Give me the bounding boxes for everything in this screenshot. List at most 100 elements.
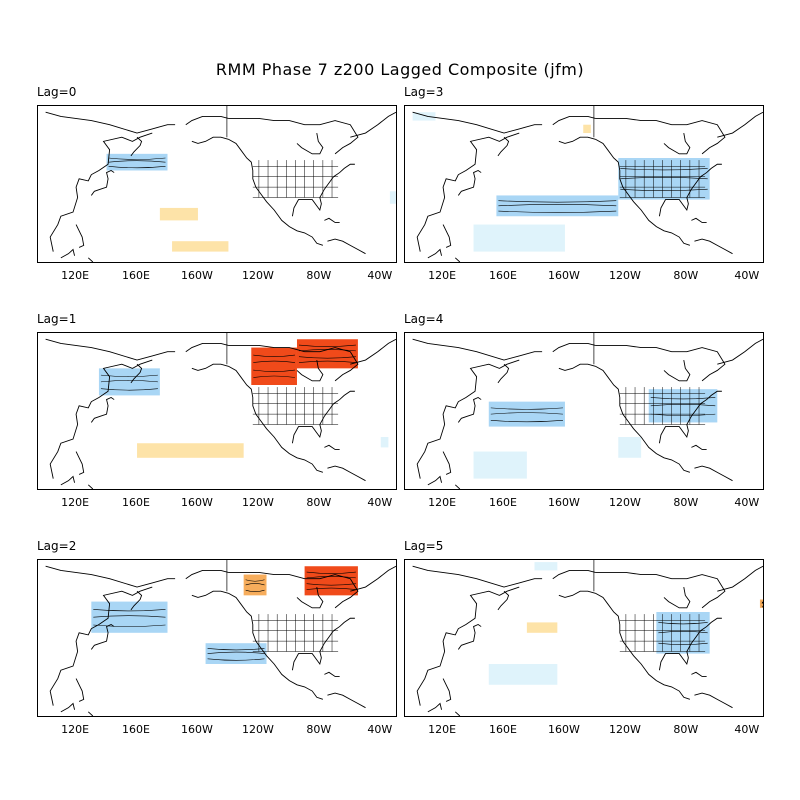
coastline (663, 132, 691, 155)
coastline (457, 396, 482, 423)
coastline (90, 623, 115, 650)
coastline (694, 238, 733, 255)
coastline (454, 257, 461, 262)
anomaly-region-positive (526, 622, 558, 633)
coastline (691, 217, 707, 223)
coastline (291, 617, 355, 671)
lon-tick-label: 160W (181, 269, 213, 282)
coastline (75, 224, 85, 248)
coastline (324, 444, 340, 450)
coastline (552, 115, 596, 126)
coastline (442, 678, 452, 702)
anomaly-region-positive (583, 124, 591, 134)
contour-line (306, 583, 356, 586)
coastline (327, 465, 366, 482)
coastline (416, 586, 520, 706)
coastline (412, 565, 543, 588)
contour-line (490, 412, 563, 415)
contour-line (306, 576, 356, 579)
map-lag-1 (37, 332, 397, 490)
lon-tick-label: 120E (61, 723, 90, 736)
coastline (427, 248, 442, 259)
coastline (412, 111, 543, 134)
contour-line (93, 624, 166, 627)
figure-title: RMM Phase 7 z200 Lagged Composite (jfm) (215, 60, 585, 79)
contour-line (490, 420, 563, 423)
coastline (228, 345, 359, 382)
lon-tick-label: 80W (306, 723, 332, 736)
contour-line (298, 344, 356, 347)
coastline (691, 671, 707, 677)
anomaly-region-negative (534, 562, 558, 571)
coastline (663, 586, 691, 609)
contour-line (650, 413, 716, 416)
map-svg (45, 333, 396, 489)
lon-tick-label: 160E (489, 496, 517, 509)
coastline (87, 711, 94, 716)
contour-line (498, 210, 617, 213)
contour-line (100, 374, 158, 377)
lon-ticks: 120E 160E 160W 120W 80W 40W (37, 496, 397, 510)
coastline (45, 565, 176, 588)
coastline (75, 678, 85, 702)
anomaly-region-negative (656, 612, 710, 654)
contour-line (93, 609, 166, 612)
coastline (191, 590, 229, 598)
lon-tick-label: 40W (367, 723, 393, 736)
coastline (595, 572, 726, 609)
contour-line (761, 605, 763, 608)
lon-tick-label: 160W (181, 723, 213, 736)
map-svg (412, 106, 763, 262)
coastline (291, 390, 355, 444)
coastline (457, 623, 482, 650)
coastline (324, 671, 340, 677)
anomaly-region-positive (159, 207, 198, 221)
contour-line (207, 648, 265, 651)
anomaly-region-negative (380, 437, 389, 448)
contour-line (245, 589, 265, 592)
coastline (228, 138, 324, 246)
coastline (87, 484, 94, 489)
lon-tick-label: 120W (241, 723, 274, 736)
coastline (595, 345, 726, 382)
anomaly-region-negative (488, 664, 558, 685)
coastline (49, 132, 153, 252)
anomaly-region-negative (91, 601, 168, 633)
coastline (228, 365, 324, 473)
coastline (416, 359, 520, 479)
coastline (558, 363, 596, 371)
lon-tick-label: 120W (608, 496, 641, 509)
contour-line (93, 615, 166, 618)
lon-tick-label: 160E (122, 496, 150, 509)
contour-line (253, 375, 296, 378)
lon-tick-label: 80W (306, 269, 332, 282)
contour-line (108, 160, 166, 163)
anomaly-region-negative (412, 112, 436, 121)
coastline (45, 338, 176, 361)
coastline (296, 586, 324, 609)
contour-line (761, 601, 763, 604)
map-svg (412, 333, 763, 489)
coastline (595, 592, 691, 700)
coastline (457, 169, 482, 196)
anomaly-region-negative (618, 158, 710, 200)
lon-tick-label: 80W (673, 723, 699, 736)
anomaly-region-positive (304, 566, 358, 596)
coastline (324, 217, 340, 223)
coastline (191, 363, 229, 371)
anomaly-region-negative (473, 224, 565, 252)
contour-line (306, 571, 356, 574)
lon-tick-label: 120E (428, 723, 457, 736)
coastline (296, 359, 324, 382)
lon-tick-label: 120E (428, 496, 457, 509)
lon-tick-label: 160E (489, 269, 517, 282)
coastline (694, 465, 733, 482)
lag-label: Lag=2 (37, 539, 77, 553)
coastline (228, 592, 324, 700)
contour-line (108, 157, 166, 160)
coastline (45, 111, 176, 134)
anomaly-region-negative (618, 437, 642, 458)
lon-tick-label: 160E (122, 269, 150, 282)
anomaly-region-negative (496, 195, 619, 217)
anomaly-region-negative (488, 401, 565, 427)
